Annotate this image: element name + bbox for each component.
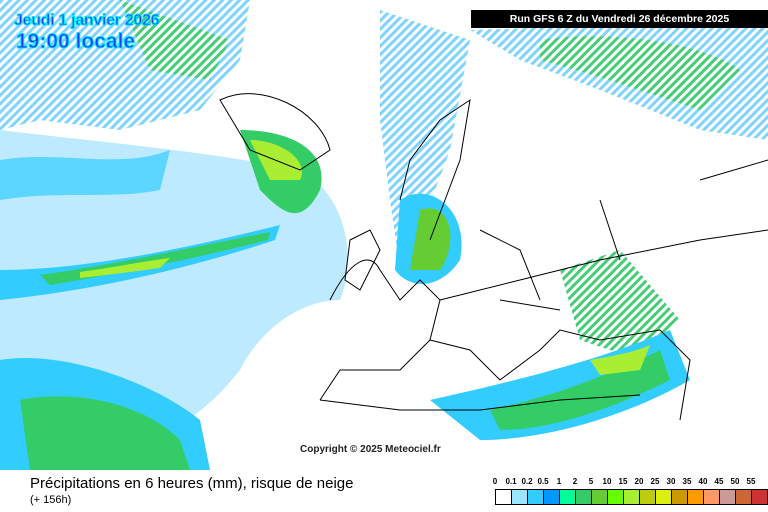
legend-label: 0 bbox=[492, 477, 498, 486]
legend-label: 0.1 bbox=[505, 477, 517, 486]
legend-swatch bbox=[752, 490, 767, 504]
coastlines bbox=[219, 93, 768, 421]
legend-label: 25 bbox=[650, 477, 660, 486]
legend-label: 20 bbox=[634, 477, 644, 486]
forecast-date: Jeudi 1 janvier 2026 bbox=[13, 12, 160, 30]
map-title: Précipitations en 6 heures (mm), risque … bbox=[30, 475, 354, 492]
legend-swatch bbox=[640, 490, 656, 504]
color-legend: 0 0.1 0.2 0.5 1 2 5 10 15 20 25 30 35 40 45 50 55 bbox=[489, 477, 768, 505]
legend-swatch bbox=[544, 490, 560, 504]
legend-swatch bbox=[512, 490, 528, 504]
legend-swatch bbox=[624, 490, 640, 504]
precip-areas bbox=[0, 0, 768, 470]
legend-swatch bbox=[672, 490, 688, 504]
legend-label: 50 bbox=[730, 477, 740, 486]
copyright: Copyright © 2025 Meteociel.fr bbox=[300, 444, 441, 455]
legend-label: 35 bbox=[682, 477, 692, 486]
legend-swatch bbox=[528, 490, 544, 504]
legend-label: 40 bbox=[698, 477, 708, 486]
legend-label: 10 bbox=[602, 477, 612, 486]
run-label: Run GFS 6 Z du Vendredi 26 décembre 2025 bbox=[471, 10, 768, 28]
legend-label: 0.5 bbox=[537, 477, 549, 486]
legend-swatch bbox=[704, 490, 720, 504]
legend-label: 2 bbox=[572, 477, 578, 486]
legend-label: 15 bbox=[618, 477, 628, 486]
footer: Précipitations en 6 heures (mm), risque … bbox=[0, 470, 768, 512]
legend-swatch bbox=[720, 490, 736, 504]
legend-label: 55 bbox=[746, 477, 756, 486]
legend-label: 45 bbox=[714, 477, 724, 486]
legend-swatch bbox=[576, 490, 592, 504]
legend-swatch bbox=[560, 490, 576, 504]
legend-swatch bbox=[688, 490, 704, 504]
forecast-lead: (+ 156h) bbox=[30, 494, 72, 506]
legend-swatch bbox=[496, 490, 512, 504]
legend-swatch bbox=[736, 490, 752, 504]
precipitation-map bbox=[0, 0, 768, 470]
legend-swatch bbox=[608, 490, 624, 504]
legend-label: 1 bbox=[556, 477, 562, 486]
forecast-time: 19:00 locale bbox=[15, 30, 136, 54]
legend-label: 5 bbox=[588, 477, 594, 486]
legend-label: 30 bbox=[666, 477, 676, 486]
legend-swatch bbox=[656, 490, 672, 504]
legend-label: 0.2 bbox=[521, 477, 533, 486]
legend-swatch bbox=[592, 490, 608, 504]
